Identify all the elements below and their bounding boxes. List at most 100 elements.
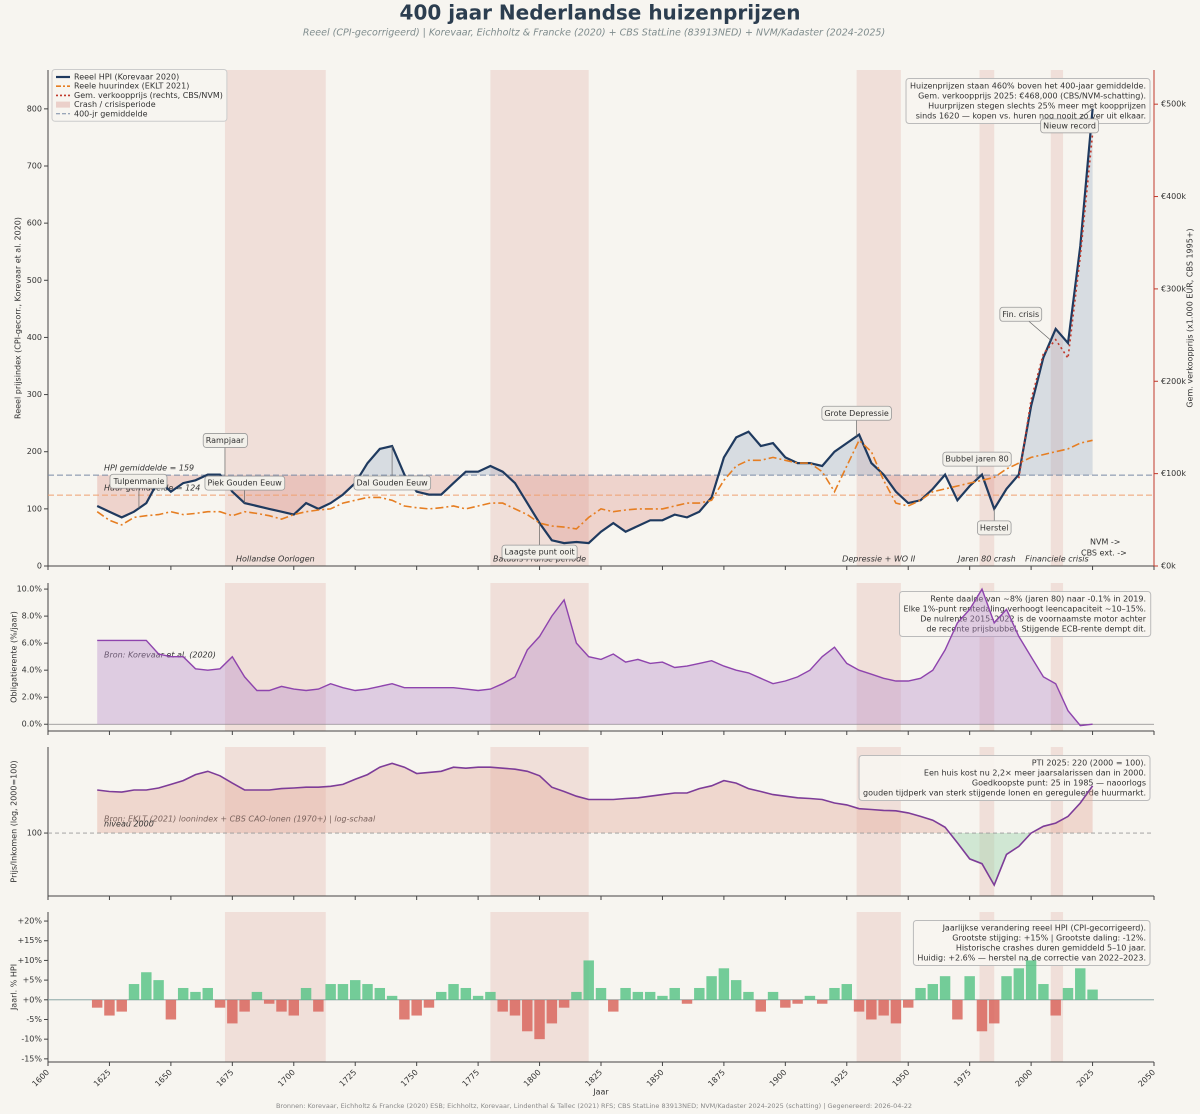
legend-swatch	[56, 101, 70, 108]
pti-area-above	[97, 763, 1093, 834]
info-line: PTI 2025: 220 (2000 = 100).	[1032, 759, 1146, 768]
bar	[915, 987, 926, 1000]
bar	[989, 999, 1000, 1024]
bar	[890, 999, 902, 1024]
bar	[1013, 968, 1025, 1000]
crisis-band	[490, 747, 589, 896]
crisis-label: Depressie + WO II	[842, 555, 916, 564]
y2-tick-label: €500k	[1161, 100, 1186, 109]
x-tick-label: 1650	[153, 1068, 174, 1089]
bar	[755, 999, 766, 1012]
y2-tick-label: €300k	[1161, 284, 1186, 293]
bar	[632, 991, 644, 1000]
series-line	[1018, 133, 1094, 479]
bar	[128, 984, 140, 1000]
y-tick-label: 8.0%	[22, 612, 43, 621]
bar	[853, 999, 865, 1012]
note: CBS ext. ->	[1081, 549, 1127, 558]
bar	[1050, 999, 1061, 1016]
y-tick-label: 0	[37, 562, 42, 571]
annotation: Herstel	[980, 523, 1009, 532]
y-tick-label: -5%	[26, 1015, 42, 1024]
x-tick-label: 1700	[276, 1068, 297, 1089]
x-tick-label: 1850	[645, 1068, 666, 1089]
legend-label: Reeel HPI (Korevaar 2020)	[74, 73, 179, 82]
bar	[743, 991, 754, 1000]
bar	[460, 987, 472, 1000]
y-tick-label: 10.0%	[17, 585, 43, 594]
bar	[263, 999, 275, 1004]
bar	[1062, 987, 1074, 1000]
info-line: Huidig: +2.6% — herstel na de correctie …	[917, 954, 1146, 963]
info-box: Huizenprijzen staan 460% boven het 400-j…	[905, 78, 1151, 124]
info-line: Elke 1%-punt rentedaling verhoogt leenca…	[904, 605, 1146, 614]
bar	[141, 972, 152, 1000]
info-box-frame	[858, 755, 1151, 801]
annotation: Tulpenmanie	[112, 477, 164, 486]
bar	[411, 999, 422, 1016]
x-tick-label: 1600	[30, 1068, 51, 1089]
bar	[362, 984, 373, 1000]
x-tick-label: 1975	[952, 1068, 973, 1089]
bar	[866, 999, 877, 1020]
legend-label: Reele huurindex (EKLT 2021)	[74, 82, 189, 91]
legend: Reeel HPI (Korevaar 2020)Reele huurindex…	[51, 69, 228, 122]
y2-tick-label: €0k	[1161, 562, 1176, 571]
bar	[927, 984, 939, 1000]
y-tick-label: 300	[27, 390, 42, 399]
bar	[399, 999, 410, 1020]
crisis-label: Financiele crisis	[1025, 555, 1089, 564]
bar	[1075, 968, 1086, 1000]
bar	[681, 999, 693, 1004]
y-tick-label: 100	[27, 504, 42, 513]
x-tick-label: 1775	[461, 1068, 482, 1089]
crisis-band	[1050, 70, 1064, 566]
crisis-band	[224, 583, 326, 731]
y-tick-label: -10%	[21, 1035, 42, 1044]
bar	[202, 987, 213, 1000]
bar	[669, 987, 680, 1000]
legend-label: Gem. verkoopprijs (rechts, CBS/NVM)	[74, 91, 223, 100]
bar	[595, 987, 607, 1000]
bar	[1001, 976, 1012, 1000]
legend-frame	[51, 69, 228, 122]
x-tick-label: 2025	[1075, 1068, 1096, 1089]
crisis-band	[490, 70, 589, 566]
bar	[841, 984, 853, 1000]
bar	[1087, 989, 1098, 1000]
bar	[276, 999, 287, 1012]
bar	[780, 999, 791, 1008]
bar	[436, 991, 447, 1000]
legend-label: Crash / crisisperiode	[74, 100, 156, 109]
bar	[91, 999, 103, 1008]
pti-line	[97, 762, 1094, 887]
y-tick-label: +5%	[23, 976, 43, 985]
y-axis-label: Prijs/Inkomen (log, 2000=100)	[10, 760, 19, 882]
legend-label: 400-jr gemiddelde	[74, 109, 148, 118]
annotation: Fin. crisis	[1002, 310, 1039, 319]
bar	[423, 999, 435, 1008]
bar	[804, 995, 816, 1000]
bar	[288, 999, 300, 1016]
annotation: Laagste punt ooit	[504, 548, 574, 557]
bar	[608, 999, 619, 1012]
bar	[214, 999, 226, 1008]
annotation-box	[821, 405, 892, 421]
info-line: gouden tijdperk van sterk stijgende lone…	[863, 789, 1146, 798]
bar	[448, 984, 459, 1000]
y-tick-label: 400	[27, 333, 42, 342]
x-tick-label: 1675	[215, 1068, 236, 1089]
bar	[104, 999, 115, 1016]
rate-line	[97, 587, 1093, 727]
x-tick-label: 1800	[522, 1068, 543, 1089]
info-line: Huizenprijzen staan 460% boven het 400-j…	[910, 82, 1146, 91]
y-tick-label: 500	[27, 276, 42, 285]
bar	[177, 987, 189, 1000]
bar	[116, 999, 127, 1012]
annotation-box	[977, 520, 1012, 536]
bar	[251, 991, 263, 1000]
bar	[337, 984, 349, 1000]
bar	[534, 999, 545, 1040]
bar	[1025, 960, 1037, 1000]
